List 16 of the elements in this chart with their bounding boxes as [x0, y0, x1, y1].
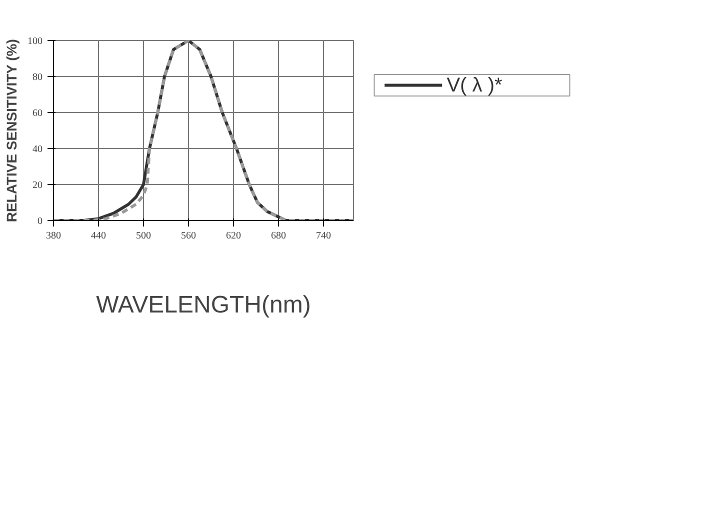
x-tick-label: 500: [136, 230, 151, 242]
x-tick-label: 380: [46, 230, 61, 242]
y-tick-label: 20: [32, 180, 42, 191]
y-tick-label: 0: [38, 216, 42, 227]
x-axis-title: WAVELENGTH(nm): [96, 292, 311, 318]
legend-label: V( λ )*: [446, 74, 502, 96]
y-axis-title: RELATIVE SENSITIVITY (%): [4, 39, 20, 222]
y-tick-label: 80: [32, 72, 42, 83]
x-tick-label: 560: [181, 230, 196, 242]
y-tick-label: 60: [32, 108, 42, 119]
x-tick-label: 740: [316, 230, 331, 242]
y-tick-label: 100: [28, 36, 42, 47]
x-tick-label: 440: [91, 230, 106, 242]
x-tick-label: 680: [271, 230, 286, 242]
y-tick-label: 40: [32, 144, 42, 155]
x-tick-label: 620: [226, 230, 241, 242]
